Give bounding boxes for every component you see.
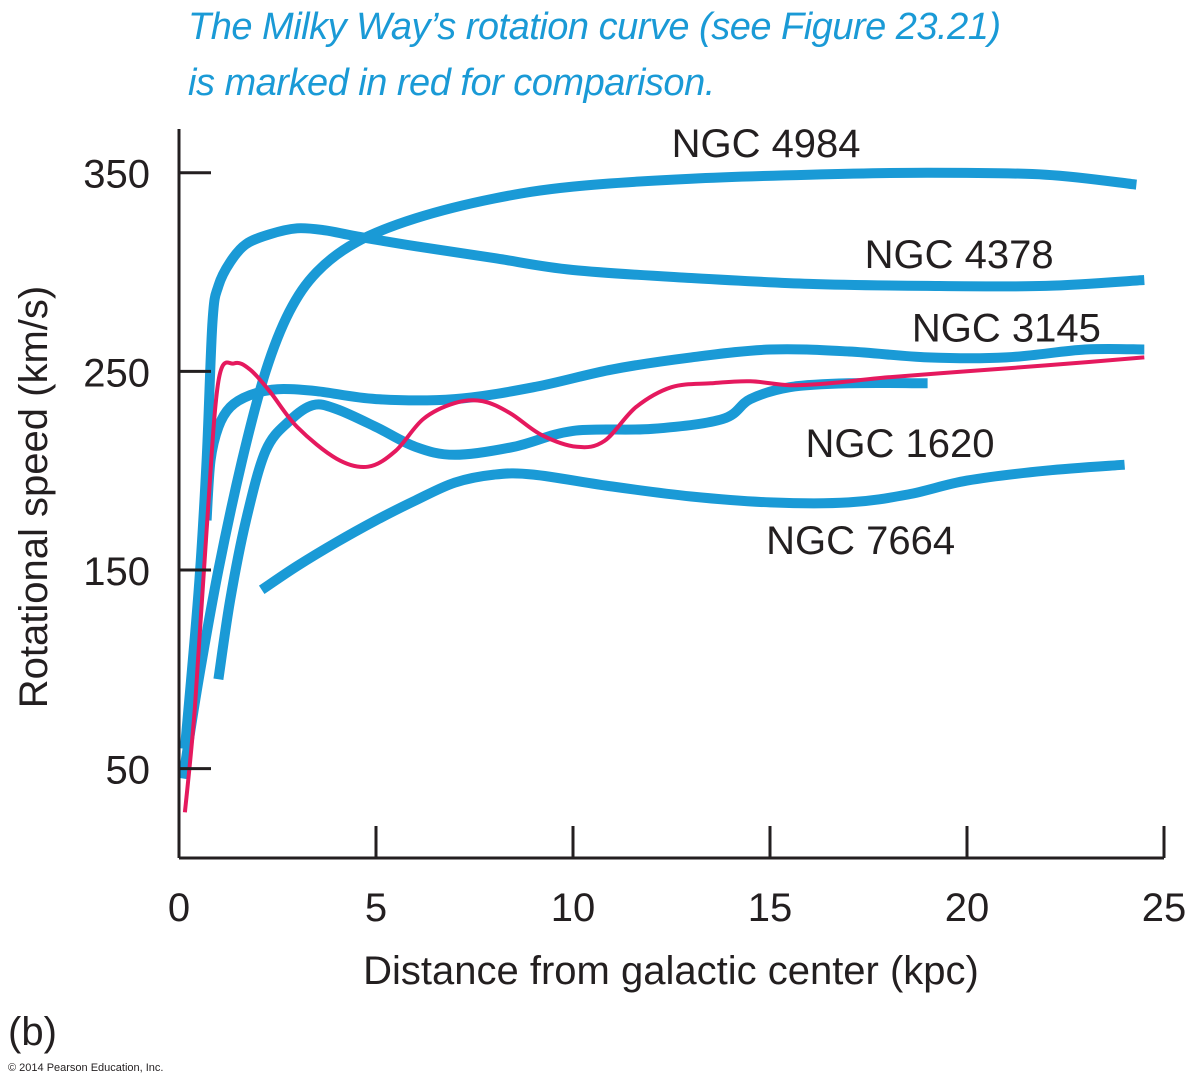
annotation-line-1: The Milky Way’s rotation curve (see Figu…	[188, 6, 1001, 48]
copyright-notice: © 2014 Pearson Education, Inc.	[8, 1062, 164, 1074]
y-axis-title: Rotational speed (km/s)	[12, 286, 56, 708]
series-line-ngc-4378	[179, 223, 1145, 750]
series-label-ngc-3145: NGC 3145	[912, 307, 1101, 351]
x-tick-label-0: 0	[168, 886, 190, 930]
axes-layer: 50 150 250 350 0 5 10 15 20 25	[83, 129, 1186, 930]
x-tick-label-15: 15	[748, 886, 793, 930]
series-label-ngc-7664: NGC 7664	[766, 519, 955, 563]
x-tick-label-10: 10	[551, 886, 596, 930]
milky-way-curve	[182, 355, 1145, 813]
panel-label: (b)	[8, 1010, 57, 1054]
series-line-ngc-4984	[177, 167, 1137, 780]
y-tick-label-50: 50	[106, 749, 151, 793]
series-line-ngc-3145	[201, 343, 1145, 521]
series-label-ngc-4984: NGC 4984	[672, 122, 861, 166]
series-line-ngc-7664	[258, 459, 1125, 594]
series-label-ngc-1620: NGC 1620	[806, 422, 995, 466]
y-tick-label-350: 350	[83, 153, 150, 197]
y-tick-label-150: 150	[83, 550, 150, 594]
series-layer	[177, 167, 1145, 813]
x-tick-label-25: 25	[1142, 886, 1187, 930]
x-tick-label-5: 5	[365, 886, 387, 930]
series-line-ngc-1620	[213, 377, 928, 680]
annotation-line-2: is marked in red for comparison.	[188, 62, 715, 104]
x-axis-title: Distance from galactic center (kpc)	[363, 949, 979, 993]
labels-layer: NGC 4984 NGC 4378 NGC 3145 NGC 1620 NGC 7664	[672, 122, 1101, 563]
series-label-ngc-4378: NGC 4378	[865, 233, 1054, 277]
x-tick-label-20: 20	[945, 886, 990, 930]
y-tick-label-250: 250	[83, 351, 150, 395]
